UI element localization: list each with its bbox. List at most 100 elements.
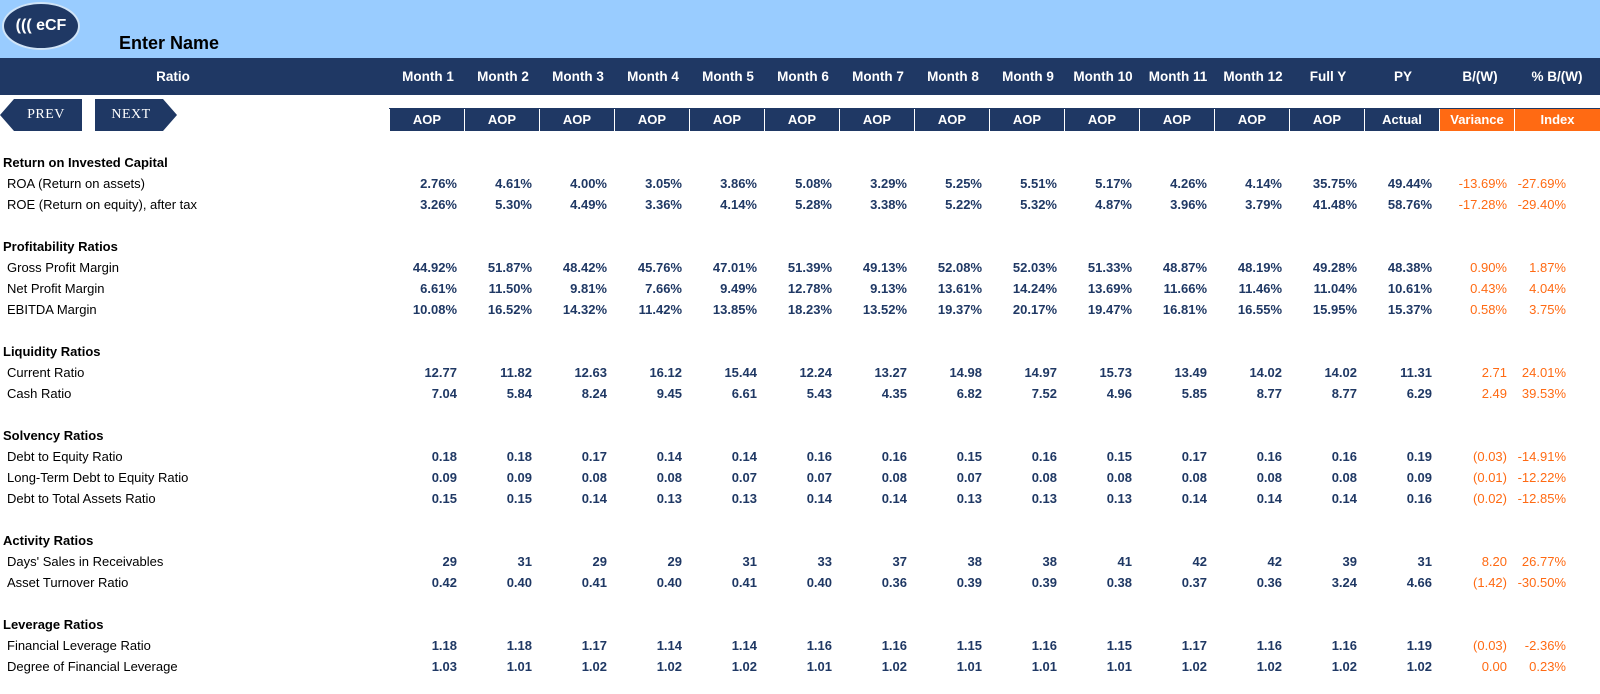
- table-cell: 0.14: [656, 449, 682, 464]
- table-cell: 0.16: [1256, 449, 1282, 464]
- header-col-4: Month 4: [627, 69, 679, 84]
- table-cell: 0.42: [431, 575, 457, 590]
- table-cell: 4.26%: [1170, 176, 1207, 191]
- table-cell: 3.38%: [870, 197, 907, 212]
- table-cell: 0.08: [1106, 470, 1132, 485]
- prev-button[interactable]: PREV: [0, 99, 82, 131]
- table-cell: 7.66%: [645, 281, 682, 296]
- section-title: Activity Ratios: [3, 533, 94, 548]
- table-cell: 0.43%: [1470, 281, 1507, 296]
- table-cell: 0.19: [1406, 449, 1432, 464]
- table-cell: 0.16: [881, 449, 907, 464]
- table-cell: 0.08: [1031, 470, 1057, 485]
- table-cell: 15.37%: [1387, 302, 1432, 317]
- table-cell: 4.96: [1106, 386, 1132, 401]
- table-cell: 1.02: [581, 659, 607, 674]
- subheader-col-10: AOP: [1065, 109, 1139, 131]
- table-cell: 12.78%: [787, 281, 832, 296]
- table-cell: 8.77: [1256, 386, 1282, 401]
- table-cell: 0.13: [656, 491, 682, 506]
- table-cell: 4.04%: [1529, 281, 1566, 296]
- table-cell: 3.75%: [1529, 302, 1566, 317]
- table-cell: 1.02: [1181, 659, 1207, 674]
- subheader-col-6: AOP: [765, 109, 839, 131]
- table-cell: -30.50%: [1517, 575, 1566, 590]
- table-cell: 39.53%: [1521, 386, 1566, 401]
- table-cell: 3.05%: [645, 176, 682, 191]
- table-cell: 0.16: [1031, 449, 1057, 464]
- table-cell: 1.02: [656, 659, 682, 674]
- table-cell: 11.46%: [1238, 281, 1282, 296]
- table-cell: 5.85: [1181, 386, 1207, 401]
- header-col-2: Month 2: [477, 69, 529, 84]
- table-cell: 1.01: [506, 659, 532, 674]
- top-banner: ((( eCF Enter Name: [0, 0, 1600, 58]
- table-cell: 4.49%: [570, 197, 607, 212]
- table-cell: 0.14: [731, 449, 757, 464]
- table-cell: -29.40%: [1517, 197, 1566, 212]
- header-ratio: Ratio: [156, 69, 190, 84]
- table-cell: 5.28%: [795, 197, 832, 212]
- table-cell: 16.55%: [1237, 302, 1282, 317]
- table-cell: 1.15: [1106, 638, 1132, 653]
- table-cell: 5.43: [806, 386, 832, 401]
- header-col-6: Month 6: [777, 69, 829, 84]
- table-cell: 1.16: [1331, 638, 1357, 653]
- table-cell: 0.13: [1031, 491, 1057, 506]
- table-cell: 1.02: [731, 659, 757, 674]
- table-cell: 12.24: [799, 365, 832, 380]
- table-cell: 0.07: [806, 470, 832, 485]
- table-cell: 1.16: [881, 638, 907, 653]
- table-cell: 0.14: [881, 491, 907, 506]
- table-cell: 49.13%: [862, 260, 907, 275]
- table-cell: 0.14: [1256, 491, 1282, 506]
- table-cell: 0.08: [656, 470, 682, 485]
- table-cell: 13.85%: [712, 302, 757, 317]
- table-cell: 14.24%: [1012, 281, 1057, 296]
- row-label: Long-Term Debt to Equity Ratio: [7, 470, 189, 485]
- table-cell: 48.87%: [1162, 260, 1207, 275]
- header-col-14: PY: [1393, 69, 1412, 84]
- table-cell: 13.52%: [862, 302, 907, 317]
- row-label: Days' Sales in Receivables: [7, 554, 164, 569]
- table-cell: 0.15: [956, 449, 982, 464]
- prev-arrow-shape: [0, 99, 82, 131]
- table-cell: 14.02: [1324, 365, 1357, 380]
- table-cell: 5.32%: [1020, 197, 1057, 212]
- table-cell: 0.18: [431, 449, 457, 464]
- table-cell: 1.01: [1031, 659, 1057, 674]
- table-cell: 33: [817, 554, 832, 569]
- table-cell: 0.00: [1481, 659, 1507, 674]
- row-label: ROA (Return on assets): [7, 176, 145, 191]
- table-cell: 9.81%: [570, 281, 607, 296]
- row-label: Asset Turnover Ratio: [7, 575, 129, 590]
- section-title: Liquidity Ratios: [3, 344, 101, 359]
- table-cell: 29: [592, 554, 607, 569]
- column-header-row: Ratio Month 1 Month 2 Month 3 Month 4 Month 5…: [0, 58, 1600, 95]
- table-cell: 11.31: [1400, 365, 1432, 380]
- table-cell: 14.97: [1024, 365, 1057, 380]
- table-cell: 6.82: [956, 386, 982, 401]
- table-cell: 45.76%: [637, 260, 682, 275]
- table-cell: 29: [442, 554, 457, 569]
- table-cell: 3.79%: [1245, 197, 1282, 212]
- table-cell: 38: [1042, 554, 1057, 569]
- table-cell: 42: [1267, 554, 1282, 569]
- table-cell: 7.04: [431, 386, 457, 401]
- table-cell: 31: [517, 554, 532, 569]
- company-name[interactable]: Enter Name: [119, 33, 220, 53]
- subheader-col-4: AOP: [615, 109, 689, 131]
- row-label: ROE (Return on equity), after tax: [7, 197, 198, 212]
- table-cell: 0.39: [956, 575, 982, 590]
- next-button[interactable]: NEXT: [95, 99, 177, 131]
- table-cell: 0.15: [1106, 449, 1132, 464]
- table-cell: 2.71: [1481, 365, 1507, 380]
- table-cell: 0.14: [806, 491, 832, 506]
- table-cell: 47.01%: [712, 260, 757, 275]
- table-cell: (0.01): [1473, 470, 1507, 485]
- table-cell: 11.66%: [1163, 281, 1207, 296]
- table-cell: 5.30%: [495, 197, 532, 212]
- table-cell: 37: [892, 554, 907, 569]
- table-cell: 13.49: [1174, 365, 1207, 380]
- subheader-col-8: AOP: [915, 109, 989, 131]
